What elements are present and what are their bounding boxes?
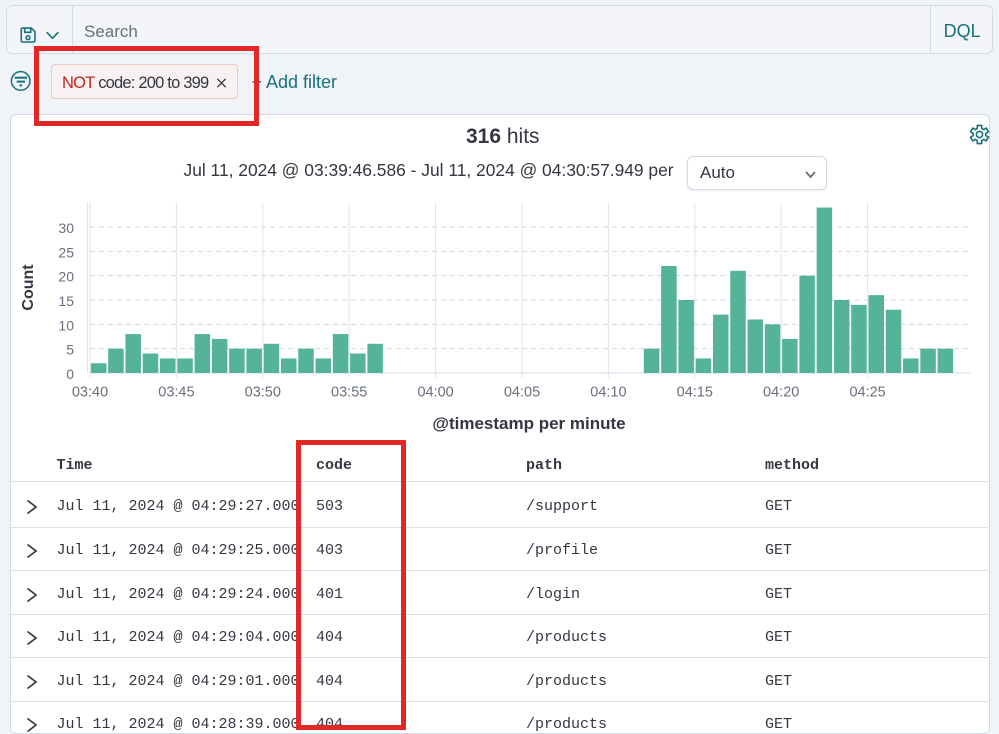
svg-text:10: 10 [58, 317, 74, 333]
svg-text:Count: Count [20, 264, 37, 311]
svg-text:30: 30 [58, 220, 74, 236]
svg-text:03:55: 03:55 [331, 385, 367, 401]
svg-text:03:40: 03:40 [72, 385, 108, 401]
svg-text:04:20: 04:20 [763, 385, 799, 401]
svg-text:0: 0 [66, 366, 74, 382]
svg-text:20: 20 [58, 269, 74, 285]
svg-text:5: 5 [66, 342, 74, 358]
svg-text:03:50: 03:50 [245, 385, 281, 401]
svg-text:15: 15 [58, 293, 74, 309]
svg-text:03:45: 03:45 [158, 385, 194, 401]
svg-text:25: 25 [58, 244, 74, 260]
svg-text:04:25: 04:25 [849, 385, 885, 401]
svg-text:04:10: 04:10 [590, 385, 626, 401]
svg-text:04:15: 04:15 [677, 385, 713, 401]
svg-text:04:00: 04:00 [417, 385, 453, 401]
svg-text:04:05: 04:05 [504, 385, 540, 401]
